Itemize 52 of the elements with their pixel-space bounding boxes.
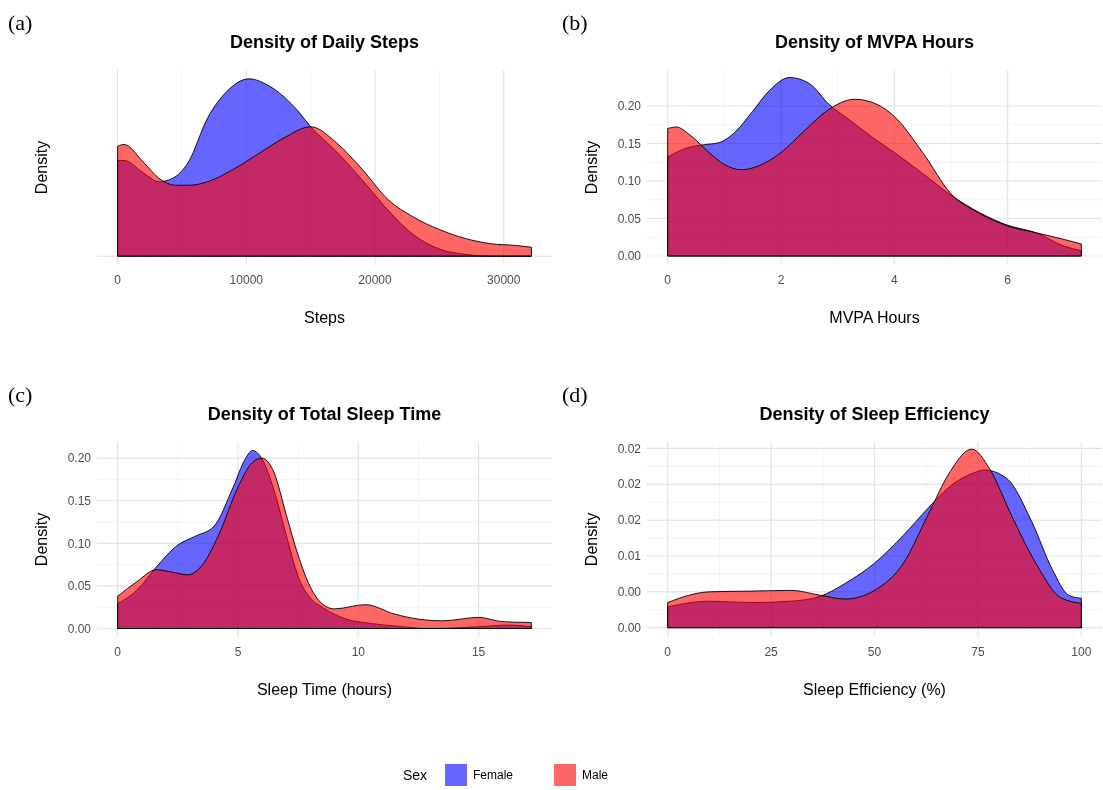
x-tick-label: 50 (867, 645, 882, 659)
chart-title: Density of Total Sleep Time (207, 404, 442, 424)
legend-label: Female (473, 768, 514, 783)
y-tick-label: 0.01 (617, 549, 642, 564)
y-tick-label: 0.00 (617, 585, 642, 600)
text: (d) (562, 382, 588, 407)
x-tick-label: 6 (1004, 273, 1012, 287)
legend-label: Male (582, 768, 609, 783)
x-axis-title: Steps (304, 309, 345, 326)
x-tick-label: 0 (664, 273, 672, 287)
y-tick-label: 0.20 (67, 451, 92, 466)
y-tick-label: 0.00 (617, 620, 642, 635)
x-axis-title: Sleep Efficiency (%) (803, 681, 946, 698)
x-tick-label: 4 (890, 273, 898, 287)
chart-title: Density of MVPA Hours (774, 32, 975, 52)
x-tick-label: 2 (777, 273, 785, 287)
x-tick-label: 75 (971, 645, 985, 659)
y-tick-label: 0.10 (617, 174, 642, 189)
x-tick-label: 10 (351, 645, 366, 659)
y-tick-label: 0.05 (67, 579, 92, 594)
y-tick-label: 0.00 (67, 621, 92, 636)
x-tick-label: 15 (471, 645, 486, 659)
x-axis-title: MVPA Hours (829, 309, 920, 326)
chart-title: Density of Sleep Efficiency (759, 404, 990, 424)
y-tick-label: 0.02 (617, 513, 642, 528)
y-axis-title: Density (583, 512, 600, 567)
y-tick-label: 0.15 (67, 493, 92, 508)
x-tick-label: 25 (764, 645, 779, 659)
y-tick-label: 0.05 (617, 211, 642, 226)
y-tick-label: 0.02 (617, 477, 642, 492)
x-tick-label: 0 (114, 645, 122, 659)
x-tick-label: 0 (114, 273, 122, 287)
y-tick-label: 0.02 (617, 441, 642, 456)
y-tick-label: 0.15 (617, 136, 642, 151)
x-tick-label: 5 (234, 645, 242, 659)
y-axis-title: Density (33, 512, 50, 567)
y-tick-label: 0.20 (617, 99, 642, 114)
y-tick-label: 0.00 (617, 249, 642, 264)
x-tick-label: 0 (664, 645, 672, 659)
x-tick-label: 30000 (487, 273, 521, 287)
x-tick-label: 10000 (229, 273, 264, 287)
text: (a) (8, 10, 33, 35)
chart-title: Density of Daily Steps (229, 32, 420, 52)
y-axis-title: Density (33, 140, 50, 195)
x-axis-title: Sleep Time (hours) (256, 681, 393, 698)
x-tick-label: 100 (1071, 645, 1092, 659)
text: (c) (8, 382, 33, 407)
text: (b) (562, 10, 588, 35)
y-axis-title: Density (583, 140, 600, 195)
y-tick-label: 0.10 (67, 536, 92, 551)
legend-title: Sex (403, 766, 428, 783)
x-tick-label: 20000 (358, 273, 393, 287)
